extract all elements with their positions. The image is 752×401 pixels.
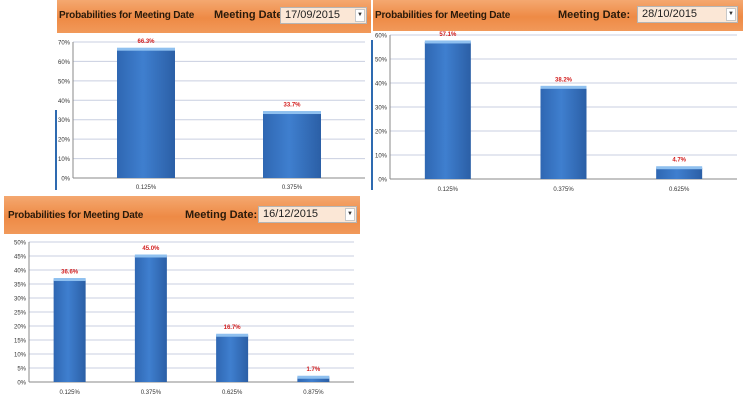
- dropdown-arrow-icon[interactable]: ▼: [726, 8, 736, 21]
- y-tick-label: 15%: [14, 339, 27, 345]
- y-tick-label: 40%: [14, 269, 27, 275]
- bar: [656, 167, 703, 179]
- y-tick-label: 0%: [378, 178, 387, 184]
- y-tick-label: 60%: [58, 60, 71, 66]
- y-tick-label: 20%: [14, 325, 27, 331]
- bar-chart: 0% 5% 10% 15% 20% 25% 30% 35% 40% 45% 50% 36.6% 0.12…: [14, 241, 354, 396]
- panel-header: Probabilities for Meeting Date Meeting D…: [373, 0, 743, 31]
- meeting-date-value: 28/10/2015: [642, 8, 698, 20]
- meeting-date-label: Meeting Date:: [185, 209, 258, 221]
- y-tick-label: 0%: [61, 177, 70, 183]
- meeting-date-label: Meeting Date:: [558, 9, 631, 21]
- y-tick-label: 25%: [14, 311, 27, 317]
- chart-panel-oct: Probabilities for Meeting Date Meeting D…: [373, 0, 743, 196]
- bar: [216, 335, 249, 382]
- y-tick-label: 10%: [58, 157, 71, 163]
- panel-title: Probabilities for Meeting Date: [59, 10, 195, 21]
- x-tick-label: 0.625%: [222, 390, 243, 396]
- bar: [134, 256, 167, 382]
- meeting-date-label: Meeting Date:: [214, 9, 287, 21]
- dropdown-arrow-icon[interactable]: ▼: [345, 208, 355, 221]
- window-edge: [371, 40, 373, 190]
- bar: [424, 41, 471, 180]
- y-tick-label: 50%: [58, 79, 71, 85]
- y-tick-label: 45%: [14, 255, 27, 261]
- data-label: 33.7%: [283, 103, 301, 109]
- panel-title: Probabilities for Meeting Date: [375, 10, 511, 21]
- x-tick-label: 0.125%: [438, 187, 459, 193]
- panel-header: Probabilities for Meeting Date Meeting D…: [4, 196, 360, 234]
- panel-header: Probabilities for Meeting Date Meeting D…: [57, 0, 371, 33]
- bar-top: [540, 85, 587, 89]
- meeting-date-value: 16/12/2015: [263, 208, 319, 220]
- data-label: 1.7%: [307, 367, 321, 373]
- meeting-date-select[interactable]: 17/09/2015 ▼: [280, 7, 367, 24]
- data-label: 66.3%: [137, 39, 155, 45]
- y-tick-label: 20%: [375, 130, 388, 136]
- bar: [263, 112, 321, 178]
- y-tick-label: 50%: [375, 58, 388, 64]
- data-label: 45.0%: [142, 246, 160, 252]
- data-label: 4.7%: [672, 158, 686, 164]
- bar-top: [424, 40, 471, 44]
- y-tick-label: 20%: [58, 138, 71, 144]
- bar-chart: 0% 10% 20% 30% 40% 50% 60% 70% 66.3% 0.125% 33.7% 0…: [58, 39, 365, 191]
- y-tick-label: 30%: [58, 118, 71, 124]
- y-tick-label: 10%: [14, 353, 27, 359]
- y-tick-label: 60%: [375, 34, 388, 40]
- meeting-date-select[interactable]: 28/10/2015 ▼: [637, 6, 738, 23]
- meeting-date-value: 17/09/2015: [285, 9, 341, 21]
- x-tick-label: 0.125%: [136, 185, 157, 191]
- x-tick-label: 0.125%: [59, 390, 80, 396]
- y-tick-label: 0%: [17, 381, 26, 387]
- x-tick-label: 0.375%: [282, 185, 303, 191]
- x-tick-label: 0.625%: [669, 187, 690, 193]
- y-tick-label: 5%: [17, 367, 26, 373]
- y-tick-label: 40%: [375, 82, 388, 88]
- data-label: 57.1%: [439, 32, 457, 38]
- x-tick-label: 0.375%: [553, 187, 574, 193]
- bar: [117, 49, 175, 179]
- bar-top: [53, 278, 86, 282]
- y-tick-label: 70%: [58, 41, 71, 47]
- x-tick-label: 0.875%: [303, 390, 324, 396]
- panel-title: Probabilities for Meeting Date: [8, 210, 144, 221]
- bar: [297, 377, 330, 382]
- data-label: 38.2%: [555, 77, 573, 83]
- y-tick-label: 30%: [14, 297, 27, 303]
- bar-top: [656, 166, 703, 170]
- bar: [540, 87, 587, 179]
- window-edge: [55, 110, 57, 190]
- y-tick-label: 35%: [14, 283, 27, 289]
- bar-top: [297, 375, 330, 379]
- x-tick-label: 0.375%: [141, 390, 162, 396]
- dropdown-arrow-icon[interactable]: ▼: [355, 9, 365, 22]
- bar-top: [216, 333, 249, 337]
- y-tick-label: 10%: [375, 154, 388, 160]
- y-tick-label: 30%: [375, 106, 388, 112]
- data-label: 16.7%: [224, 325, 242, 331]
- chart-panel-sep: Probabilities for Meeting Date Meeting D…: [57, 0, 371, 193]
- chart-panel-dec: Probabilities for Meeting Date Meeting D…: [4, 196, 360, 399]
- y-tick-label: 40%: [58, 99, 71, 105]
- bar-chart: 0% 10% 20% 30% 40% 50% 60% 57.1% 0.125% 38.2% 0.37…: [375, 32, 737, 193]
- bar-top: [117, 47, 175, 51]
- bar-top: [134, 254, 167, 258]
- data-label: 36.6%: [61, 270, 79, 276]
- bar: [53, 279, 86, 382]
- y-tick-label: 50%: [14, 241, 27, 247]
- bar-top: [263, 111, 321, 115]
- meeting-date-select[interactable]: 16/12/2015 ▼: [258, 206, 357, 223]
